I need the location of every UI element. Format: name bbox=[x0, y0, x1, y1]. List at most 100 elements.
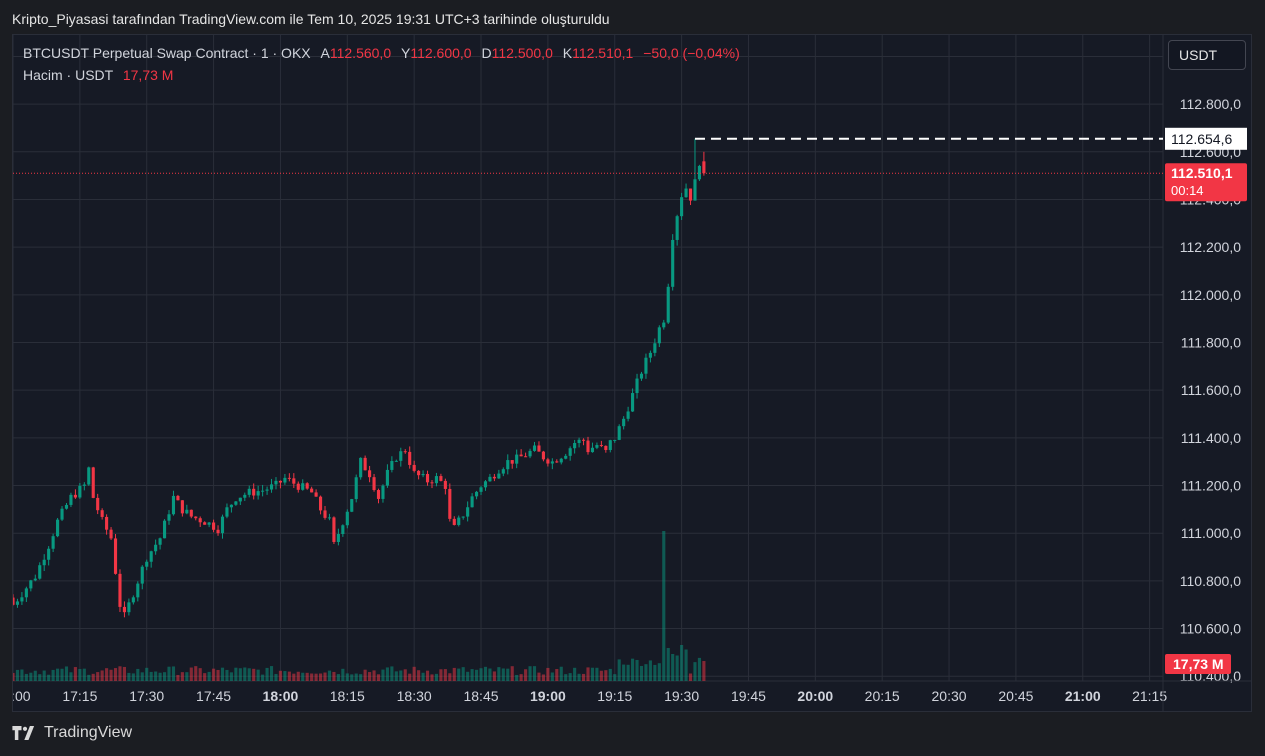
volume-bar bbox=[434, 673, 439, 681]
volume-bar bbox=[644, 664, 648, 681]
volume-bar bbox=[372, 670, 376, 681]
volume-bar bbox=[341, 668, 345, 681]
candle-body bbox=[64, 504, 69, 509]
x-tick-label: 18:00 bbox=[263, 688, 299, 704]
candle-body bbox=[381, 485, 385, 499]
candle-body bbox=[390, 461, 394, 470]
volume-bar bbox=[265, 667, 269, 681]
x-tick-label: 18:15 bbox=[330, 688, 365, 704]
volume-bar bbox=[626, 664, 630, 681]
candle-body bbox=[69, 494, 73, 505]
candle-body bbox=[127, 602, 131, 613]
last-price-label: 112.510,1 bbox=[1171, 165, 1233, 181]
candle-body bbox=[158, 538, 162, 545]
candle-body bbox=[122, 606, 126, 613]
volume-bar bbox=[573, 667, 577, 681]
candle-body bbox=[91, 467, 95, 498]
candle-body bbox=[56, 519, 60, 537]
volume-bar bbox=[666, 648, 670, 681]
chart-caption: Kripto_Piyasasi tarafından TradingView.c… bbox=[12, 11, 610, 27]
legend-open-value: 112.560,0 bbox=[329, 45, 392, 61]
x-tick-label: 17:30 bbox=[129, 688, 164, 704]
volume-bar bbox=[524, 669, 528, 681]
volume-bar bbox=[185, 672, 189, 681]
x-tick-label: 19:45 bbox=[731, 688, 766, 704]
volume-bar bbox=[118, 666, 122, 681]
volume-bar bbox=[648, 660, 652, 681]
volume-bar bbox=[105, 668, 109, 681]
x-tick-label: 21:00 bbox=[1065, 688, 1101, 704]
candle-body bbox=[234, 501, 238, 505]
volume-bar bbox=[604, 670, 608, 681]
price-chart[interactable]: 113.000,0112.800,0112.600,0112.400,0112.… bbox=[13, 35, 1251, 711]
candle-body bbox=[109, 529, 113, 539]
volume-bar bbox=[154, 671, 158, 681]
candle-body bbox=[198, 518, 202, 523]
volume-bar bbox=[684, 649, 688, 681]
candle-body bbox=[42, 559, 46, 566]
volume-bar bbox=[506, 668, 510, 681]
candle-body bbox=[247, 488, 251, 495]
candle-body bbox=[189, 509, 193, 517]
volume-bar bbox=[203, 673, 207, 681]
y-tick-label: 112.800,0 bbox=[1180, 96, 1241, 112]
candle-body bbox=[470, 496, 474, 508]
candle-body bbox=[546, 459, 550, 464]
candle-body bbox=[113, 538, 118, 574]
candle-body bbox=[341, 525, 345, 534]
volume-bar bbox=[515, 674, 519, 681]
x-tick-label: 17:15 bbox=[62, 688, 97, 704]
volume-bar bbox=[305, 672, 309, 681]
volume-bar bbox=[296, 671, 300, 681]
volume-bar bbox=[158, 672, 162, 681]
candle-body bbox=[524, 456, 528, 458]
candle-body bbox=[483, 481, 488, 488]
volume-bar bbox=[109, 669, 113, 681]
candle-body bbox=[368, 470, 372, 478]
volume-bar bbox=[425, 670, 430, 681]
volume-bar bbox=[229, 672, 233, 681]
candle-body bbox=[176, 495, 180, 501]
volume-bar bbox=[492, 671, 496, 681]
volume-bar bbox=[194, 666, 198, 681]
candle-body bbox=[38, 565, 42, 579]
legend-symbol[interactable]: BTCUSDT Perpetual Swap Contract · 1 · OK… bbox=[23, 45, 311, 61]
candle-body bbox=[434, 476, 439, 484]
volume-bar bbox=[483, 666, 488, 681]
currency-button[interactable]: USDT bbox=[1168, 40, 1246, 70]
candle-body bbox=[354, 477, 358, 500]
candle-body bbox=[519, 454, 523, 457]
volume-bar bbox=[283, 671, 287, 681]
volume-bar bbox=[225, 669, 229, 681]
volume-bar bbox=[613, 674, 617, 681]
y-tick-label: 111.400,0 bbox=[1181, 430, 1241, 446]
volume-bar bbox=[662, 531, 666, 681]
legend-volume-label[interactable]: Hacim · USDT bbox=[23, 67, 113, 83]
volume-bar bbox=[332, 671, 336, 681]
volume-bar bbox=[127, 672, 131, 681]
volume-bar bbox=[136, 668, 140, 681]
last-price-label-bg bbox=[1165, 163, 1247, 202]
legend-low-value: 112.500,0 bbox=[491, 45, 553, 61]
candle-body bbox=[501, 469, 505, 474]
candle-body bbox=[261, 490, 265, 492]
candle-body bbox=[185, 509, 189, 514]
candle-body bbox=[118, 573, 122, 607]
high-marker-label-bg bbox=[1165, 127, 1247, 150]
candle-body bbox=[252, 488, 256, 496]
volume-bar bbox=[91, 673, 95, 681]
candle-body bbox=[488, 476, 492, 482]
candle-body bbox=[278, 480, 283, 483]
volume-bar bbox=[555, 669, 559, 681]
candle-body bbox=[220, 516, 225, 534]
candle-body bbox=[323, 510, 327, 518]
chart-frame[interactable]: 113.000,0112.800,0112.600,0112.400,0112.… bbox=[12, 34, 1252, 712]
legend-ohlc: BTCUSDT Perpetual Swap Contract · 1 · OK… bbox=[23, 45, 740, 61]
candle-body bbox=[265, 489, 269, 491]
candle-body bbox=[105, 516, 109, 530]
x-tick-label: 20:30 bbox=[932, 688, 967, 704]
volume-bar bbox=[180, 672, 184, 681]
x-tick-label: 19:30 bbox=[664, 688, 699, 704]
volume-bar bbox=[448, 673, 452, 681]
volume-bar bbox=[252, 668, 256, 681]
